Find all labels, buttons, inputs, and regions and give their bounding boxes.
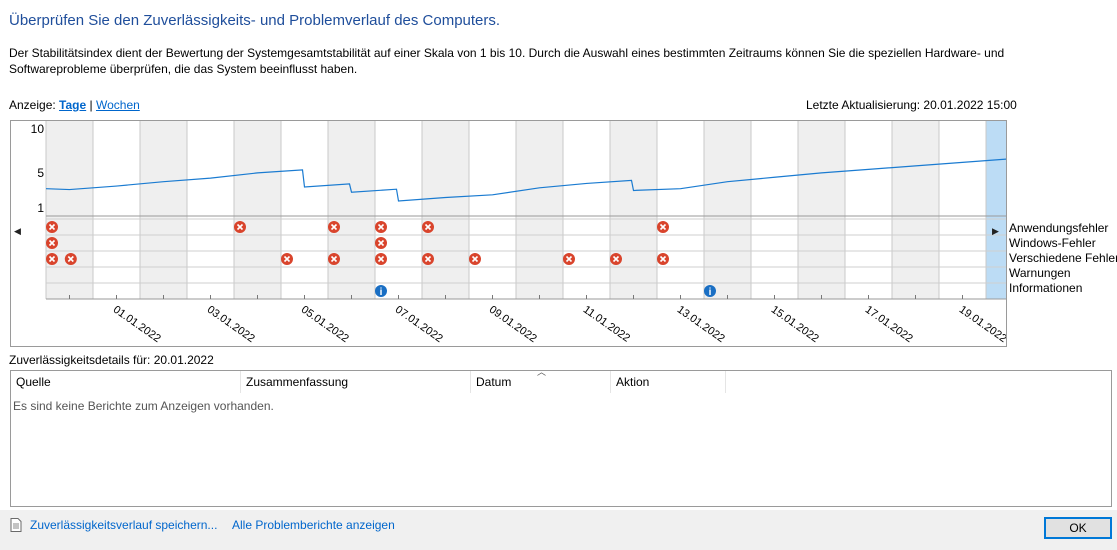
y-tick-label: 5 [37, 166, 44, 180]
error-glyph [48, 255, 56, 263]
day-column[interactable] [93, 121, 140, 299]
legend-application-errors: Anwendungsfehler [1009, 221, 1109, 235]
day-column[interactable] [422, 121, 469, 299]
details-table: Quelle Zusammenfassung Datum Aktion ︿ Es… [10, 367, 1112, 507]
error-glyph [565, 255, 573, 263]
reliability-chart[interactable]: 10 5 1 i i 01.01.2022 03.01.2022 05.01.2022 07.0… [10, 120, 1034, 347]
document-icon [10, 518, 22, 532]
day-column[interactable] [892, 121, 939, 299]
day-column[interactable] [46, 121, 93, 299]
reliability-chart-svg[interactable]: 10 5 1 i i 01.01.2022 03.01.2022 05.01.2022 07.0… [11, 121, 1034, 346]
last-updated: Letzte Aktualisierung: 20.01.2022 15:00 [806, 98, 1017, 112]
day-column[interactable] [939, 121, 986, 299]
footer: Zuverlässigkeitsverlauf speichern... All… [0, 510, 1117, 550]
view-selector: Anzeige: Tage | Wochen [9, 98, 140, 112]
scroll-left-icon[interactable]: ◀ [14, 226, 21, 236]
legend-warnings: Warnungen [1009, 266, 1071, 280]
all-reports-link[interactable]: Alle Problemberichte anzeigen [232, 518, 395, 532]
error-glyph [424, 223, 432, 231]
legend-misc-errors: Verschiedene Fehler [1009, 251, 1117, 265]
view-label: Anzeige: [9, 98, 56, 112]
information-glyph: i [380, 287, 383, 298]
x-tick-label: 11.01.2022 [581, 304, 632, 345]
empty-message: Es sind keine Berichte zum Anzeigen vorh… [13, 399, 274, 413]
information-glyph: i [709, 287, 712, 298]
legend-windows-errors: Windows-Fehler [1009, 236, 1096, 250]
view-weeks-link[interactable]: Wochen [95, 98, 140, 112]
column-header-action[interactable]: Aktion [611, 371, 726, 393]
column-header-summary[interactable]: Zusammenfassung [241, 371, 471, 393]
day-column[interactable] [798, 121, 845, 299]
error-glyph [377, 255, 385, 263]
day-column[interactable] [563, 121, 610, 299]
error-glyph [330, 255, 338, 263]
information-icon[interactable] [375, 285, 387, 297]
details-table-header: Quelle Zusammenfassung Datum Aktion ︿ [11, 367, 1111, 393]
x-tick-label: 03.01.2022 [205, 304, 257, 345]
x-tick-label: 09.01.2022 [487, 304, 539, 345]
error-glyph [67, 255, 74, 263]
day-column[interactable] [704, 121, 751, 299]
day-column[interactable] [328, 121, 375, 299]
x-tick-label: 05.01.2022 [299, 304, 351, 345]
error-glyph [48, 223, 56, 231]
details-label: Zuverlässigkeitsdetails für: 20.01.2022 [9, 353, 214, 367]
error-glyph [48, 239, 56, 247]
day-column[interactable] [516, 121, 563, 299]
error-glyph [612, 255, 620, 263]
x-tick-label: 01.01.2022 [111, 304, 163, 345]
day-column[interactable] [234, 121, 281, 299]
day-column[interactable] [986, 121, 1033, 299]
x-tick-label: 13.01.2022 [675, 304, 727, 345]
x-tick-label: 15.01.2022 [769, 304, 821, 345]
day-column[interactable] [845, 121, 892, 299]
save-history-label[interactable]: Zuverlässigkeitsverlauf speichern... [30, 518, 218, 532]
information-icon[interactable] [704, 285, 716, 297]
column-header-date[interactable]: Datum [471, 371, 611, 393]
ok-label: OK [1069, 521, 1087, 535]
error-glyph [659, 255, 667, 263]
error-glyph [471, 255, 479, 263]
day-column[interactable] [469, 121, 516, 299]
y-tick-label: 1 [37, 201, 44, 215]
day-column[interactable] [751, 121, 798, 299]
ok-button[interactable]: OK [1044, 517, 1112, 539]
view-separator: | [89, 98, 93, 112]
error-glyph [377, 223, 385, 231]
view-days-link[interactable]: Tage [59, 98, 87, 112]
event-legend: Anwendungsfehler Windows-Fehler Verschie… [1009, 221, 1117, 296]
x-tick-label: 19.01.2022 [957, 304, 1006, 345]
y-tick-label: 10 [31, 122, 45, 136]
error-glyph [424, 255, 432, 263]
save-history-link[interactable]: Zuverlässigkeitsverlauf speichern... [10, 518, 217, 532]
page-description: Der Stabilitätsindex dient der Bewertung… [9, 46, 1005, 76]
column-header-source[interactable]: Quelle [11, 371, 241, 393]
error-glyph [283, 255, 291, 263]
day-column[interactable] [657, 121, 704, 299]
legend-information: Informationen [1009, 281, 1083, 295]
x-tick-label: 17.01.2022 [863, 304, 915, 345]
error-glyph [377, 239, 385, 247]
x-tick-label: 07.01.2022 [393, 304, 445, 345]
error-glyph [236, 223, 244, 231]
error-glyph [659, 223, 667, 231]
sort-ascending-icon: ︿ [537, 367, 547, 377]
page-title: Überprüfen Sie den Zuverlässigkeits- und… [9, 12, 501, 29]
day-column[interactable] [610, 121, 657, 299]
scroll-right-icon[interactable]: ▶ [992, 226, 999, 236]
day-column[interactable] [187, 121, 234, 299]
day-column[interactable] [375, 121, 422, 299]
stability-index-line [45, 157, 1034, 202]
day-column[interactable] [281, 121, 328, 299]
error-glyph [330, 223, 338, 231]
day-column[interactable] [140, 121, 187, 299]
